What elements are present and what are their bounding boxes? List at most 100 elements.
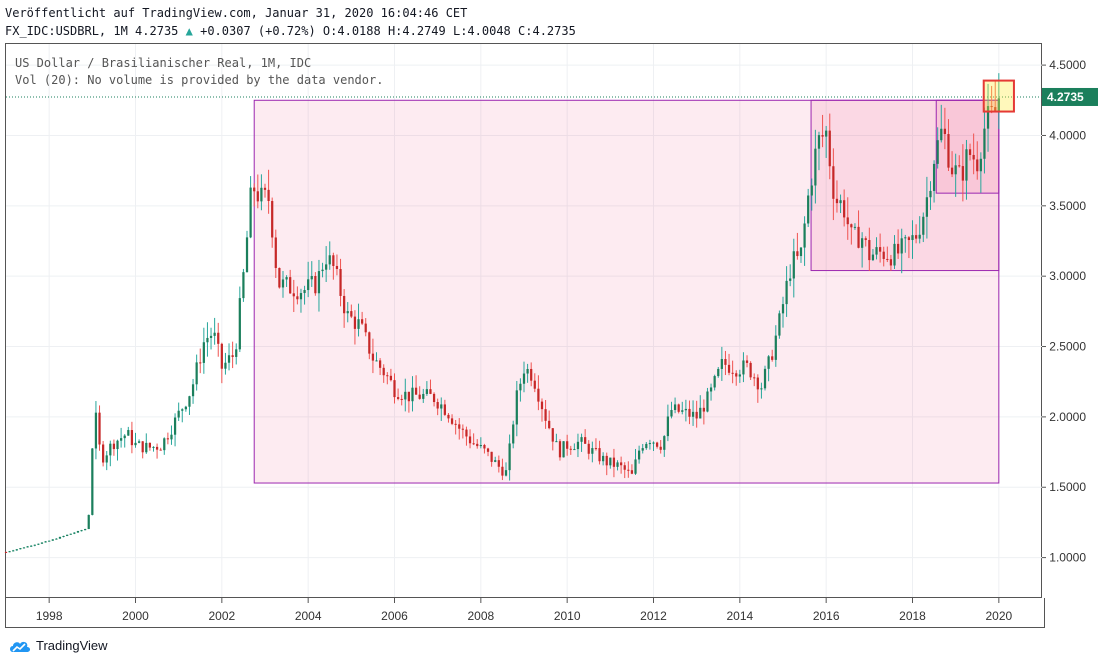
candle-body — [98, 412, 101, 445]
tradingview-logo[interactable]: TradingView — [8, 638, 108, 653]
x-tick-label: 2018 — [899, 609, 926, 623]
candle-body — [346, 311, 349, 314]
candle — [137, 439, 141, 444]
candle — [422, 388, 425, 403]
candle — [48, 540, 51, 542]
candle-body — [314, 276, 317, 294]
candle — [102, 440, 105, 467]
candle-body — [271, 201, 274, 238]
candle-body — [256, 191, 259, 202]
candle-body — [691, 411, 695, 417]
candle — [145, 433, 148, 454]
candle — [540, 398, 544, 422]
candle-body — [968, 149, 972, 155]
candle-body — [328, 255, 331, 265]
publish-info: Veröffentlicht auf TradingView.com, Janu… — [5, 6, 468, 20]
candle — [490, 451, 493, 467]
candle-body — [727, 364, 731, 373]
candle — [407, 391, 411, 413]
candle — [875, 237, 878, 260]
candle — [530, 362, 533, 387]
candle-body — [785, 280, 788, 305]
y-tick-label: 3.5000 — [1049, 199, 1086, 213]
candle-body — [533, 380, 536, 389]
candle-body — [12, 550, 15, 552]
candle — [199, 348, 202, 374]
candle — [645, 441, 648, 450]
candle-body — [886, 258, 889, 260]
ohlc-close: C:4.2735 — [518, 24, 576, 38]
candle-body — [296, 296, 299, 300]
candle — [943, 107, 946, 150]
candle — [411, 376, 414, 412]
candle-body — [242, 272, 245, 299]
candle-body — [350, 311, 353, 317]
candle-body — [73, 532, 76, 534]
chart-pane[interactable] — [5, 43, 1042, 598]
candle-body — [904, 237, 907, 239]
candle — [684, 399, 687, 422]
candle — [30, 545, 33, 547]
candle — [627, 461, 630, 478]
candle-body — [925, 197, 929, 217]
candle — [12, 549, 15, 552]
candle — [8, 550, 11, 553]
candle-body — [285, 277, 288, 280]
candle-body — [612, 457, 616, 467]
candle-body — [80, 530, 83, 532]
candle — [400, 394, 403, 406]
candle-body — [526, 368, 529, 374]
time-axis[interactable] — [5, 598, 1045, 628]
candle — [749, 361, 752, 380]
candle-body — [566, 441, 569, 449]
candle — [476, 439, 479, 449]
candle-body — [317, 271, 321, 294]
candle — [483, 443, 486, 454]
x-tick-label: 2002 — [208, 609, 235, 623]
candle — [134, 432, 137, 448]
candle — [105, 451, 108, 471]
candle-body — [537, 388, 540, 402]
candle — [807, 188, 810, 227]
candle — [130, 421, 134, 454]
candle — [119, 427, 123, 448]
candle-body — [997, 98, 1000, 112]
candle — [58, 536, 62, 539]
candle — [666, 404, 670, 442]
candle — [256, 174, 259, 209]
volume-legend: Vol (20): No volume is provided by the d… — [15, 73, 384, 87]
candle-body — [724, 359, 727, 365]
ohlc-high: H:4.2749 — [387, 24, 446, 38]
candle — [37, 543, 40, 546]
candle-body — [432, 393, 436, 403]
candle-body — [875, 247, 878, 255]
candle — [551, 428, 554, 451]
candle-body — [123, 435, 126, 439]
candle — [519, 378, 522, 402]
candle — [80, 529, 83, 532]
candle — [163, 437, 166, 455]
candle-body — [145, 442, 148, 453]
candle-body — [40, 542, 44, 544]
candle — [637, 445, 641, 464]
candle-body — [555, 441, 558, 443]
candle-body — [19, 548, 22, 550]
candle — [904, 234, 907, 253]
last-price-tag — [1042, 87, 1098, 106]
candle-body — [548, 420, 551, 429]
candle — [84, 528, 87, 531]
candle — [670, 401, 673, 419]
x-tick-label: 2016 — [813, 609, 840, 623]
candle-body — [202, 342, 205, 363]
candle — [393, 373, 396, 404]
candle-body — [249, 187, 252, 238]
candle-body — [950, 167, 954, 175]
candle-body — [4, 551, 8, 553]
candle-body — [224, 362, 227, 369]
candle-body — [378, 360, 382, 368]
candle — [382, 364, 385, 383]
candle-body — [958, 165, 961, 167]
candle-body — [414, 387, 418, 395]
candle — [238, 286, 241, 353]
